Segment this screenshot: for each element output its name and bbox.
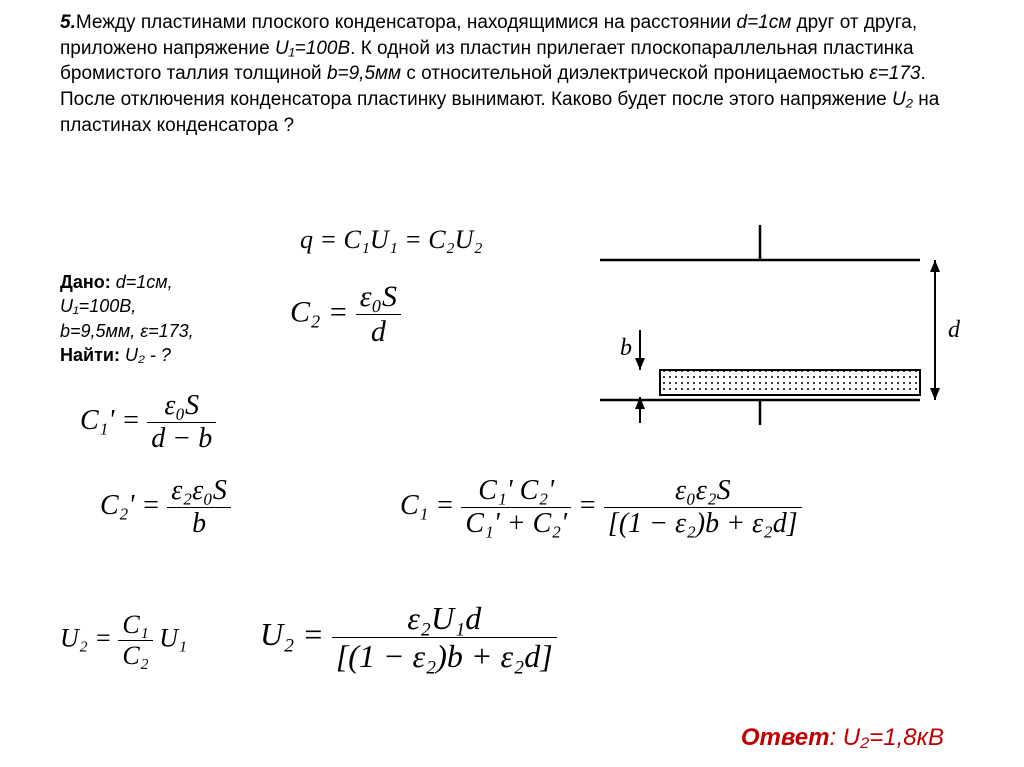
eq-c2: C₂ = ε₀Sd: [290, 280, 401, 349]
answer: Ответ: U₂=1,8кВ: [741, 724, 944, 752]
eq-c1prime: C₁' = ε₀Sd − b: [80, 390, 216, 455]
eq-q: q = C₁U₁ = C₂U₂: [300, 225, 482, 255]
problem-number: 5.: [60, 12, 76, 33]
eq-u2a: U₂ = C₁C₂ U₁: [60, 610, 187, 671]
label-d: d: [948, 317, 960, 343]
eq-c2prime: C₂' = ε₂ε₀Sb: [100, 475, 231, 540]
eq-c1: C₁ = C₁' C₂'C₁' + C₂' = ε₀ε₂S[(1 − ε₂)b …: [400, 475, 802, 540]
given-block: Дано: d=1см, U₁=100В, b=9,5мм, ε=173, На…: [60, 270, 194, 367]
capacitor-diagram: d b: [560, 225, 960, 425]
find-label: Найти:: [60, 345, 120, 365]
eq-u2b: U₂ = ε₂U₁d[(1 − ε₂)b + ε₂d]: [260, 600, 557, 675]
given-label: Дано:: [60, 272, 111, 292]
problem-statement: 5.Между пластинами плоского конденсатора…: [60, 10, 984, 138]
label-b: b: [620, 335, 632, 361]
